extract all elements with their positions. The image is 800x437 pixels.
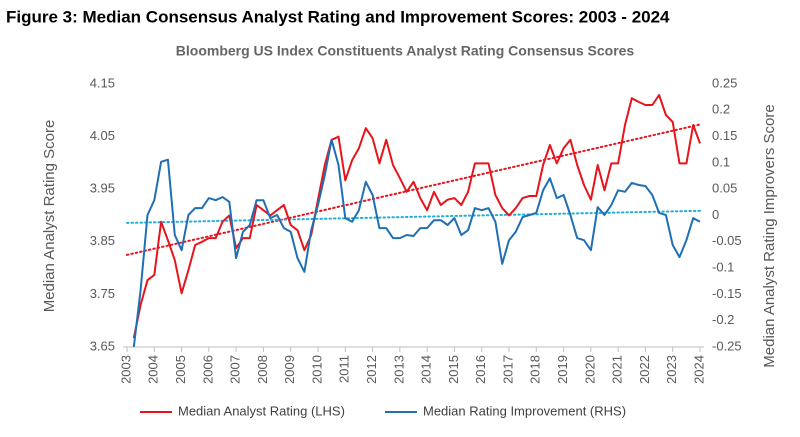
y-tick-label: 4.05 [90, 128, 115, 143]
y2-tick-label: -0.05 [712, 233, 742, 248]
trend-line [126, 209, 701, 224]
x-tick-label: 2003 [118, 355, 133, 384]
y2-tick-label: 0.15 [712, 128, 737, 143]
x-tick-label: 2008 [255, 355, 270, 384]
chart-title: Figure 3: Median Consensus Analyst Ratin… [6, 7, 670, 26]
x-tick-label: 2020 [582, 355, 597, 384]
x-tick-label: 2015 [446, 355, 461, 384]
x-tick-label: 2021 [610, 355, 625, 384]
x-tick-label: 2007 [228, 355, 243, 384]
data-line [132, 94, 701, 339]
y2-tick-label: -0.2 [712, 312, 734, 327]
y-tick-label: 3.85 [90, 233, 115, 248]
y-tick-label: 3.65 [90, 338, 115, 353]
x-tick-label: 2024 [691, 355, 706, 384]
y2-tick-label: 0 [712, 207, 719, 222]
x-tick-label: 2023 [664, 355, 679, 384]
x-tick-label: 2004 [146, 355, 161, 384]
data-line [132, 138, 701, 348]
x-tick-label: 2005 [173, 355, 188, 384]
x-tick-label: 2013 [391, 355, 406, 384]
y2-axis-title: Median Analyst Rating Improvers Score [761, 104, 778, 367]
trend-line [126, 123, 701, 256]
x-tick-label: 2006 [200, 355, 215, 384]
y2-tick-label: 0.1 [712, 154, 730, 169]
y2-tick-label: 0.25 [712, 75, 737, 90]
y-tick-label: 4.15 [90, 75, 115, 90]
y-axis-title: Median Analyst Rating Score [41, 120, 58, 313]
x-tick-label: 2010 [309, 355, 324, 384]
legend-label: Median Rating Improvement (RHS) [423, 403, 626, 418]
y-tick-label: 3.95 [90, 181, 115, 196]
x-tick-label: 2012 [364, 355, 379, 384]
x-tick-label: 2009 [282, 355, 297, 384]
chart-subtitle: Bloomberg US Index Constituents Analyst … [176, 43, 635, 59]
x-tick-label: 2016 [473, 355, 488, 384]
legend-label: Median Analyst Rating (LHS) [178, 403, 345, 418]
y-tick-label: 3.75 [90, 286, 115, 301]
y2-tick-label: -0.25 [712, 338, 742, 353]
x-tick-label: 2022 [637, 355, 652, 384]
x-tick-label: 2017 [500, 355, 515, 384]
y2-tick-label: 0.05 [712, 181, 737, 196]
x-tick-label: 2019 [555, 355, 570, 384]
x-tick-label: 2011 [337, 355, 352, 383]
x-tick-label: 2014 [419, 355, 434, 384]
x-tick-label: 2018 [528, 355, 543, 384]
y2-tick-label: -0.15 [712, 286, 742, 301]
y2-tick-label: 0.2 [712, 102, 730, 117]
y2-tick-label: -0.1 [712, 260, 734, 275]
